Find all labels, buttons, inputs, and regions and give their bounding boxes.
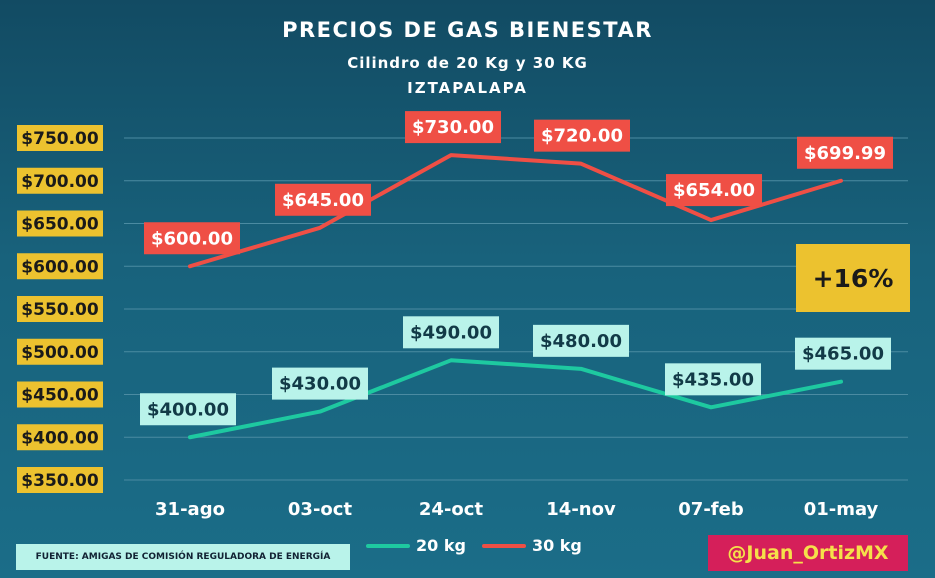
legend-item-20kg: 20 kg bbox=[366, 536, 466, 555]
data-label: $654.00 bbox=[673, 180, 755, 201]
y-tick-label: $450.00 bbox=[21, 386, 99, 406]
y-tick-label-bg bbox=[17, 381, 103, 408]
chart-title: PRECIOS DE GAS BIENESTAR bbox=[282, 18, 653, 42]
data-label-bg bbox=[140, 393, 236, 426]
data-label-bg bbox=[275, 183, 371, 216]
data-label: $720.00 bbox=[541, 126, 623, 147]
y-tick-label: $400.00 bbox=[21, 428, 99, 448]
data-label-bg bbox=[795, 337, 891, 370]
y-tick-label-bg bbox=[17, 125, 103, 151]
y-tick-label-bg bbox=[17, 296, 103, 322]
data-label: $645.00 bbox=[282, 190, 364, 211]
source-note: FUENTE: AMIGAS DE COMISIÓN REGULADORA DE… bbox=[16, 544, 350, 570]
y-tick-label-bg bbox=[17, 167, 103, 194]
data-label-bg bbox=[666, 174, 762, 207]
data-label: $400.00 bbox=[147, 399, 229, 420]
legend-item-30kg: 30 kg bbox=[481, 536, 582, 555]
data-label: $730.00 bbox=[412, 117, 494, 138]
y-tick-label: $650.00 bbox=[21, 215, 99, 235]
data-label-bg bbox=[272, 367, 368, 400]
data-label: $699.99 bbox=[804, 143, 886, 164]
x-tick-label: 14-nov bbox=[546, 499, 616, 520]
legend-label-20kg: 20 kg bbox=[416, 536, 466, 555]
data-label-bg bbox=[533, 324, 629, 357]
y-tick-label: $550.00 bbox=[21, 300, 99, 320]
y-tick-label: $600.00 bbox=[21, 257, 99, 277]
chart-location: IZTAPALAPA bbox=[407, 79, 528, 97]
increase-badge: +16% bbox=[796, 244, 910, 312]
legend-swatch-20kg bbox=[366, 543, 410, 548]
y-tick-label: $500.00 bbox=[21, 343, 99, 363]
x-tick-label: 31-ago bbox=[155, 499, 225, 520]
y-tick-label: $350.00 bbox=[21, 471, 99, 491]
chart-subtitle: Cilindro de 20 Kg y 30 KG bbox=[347, 54, 588, 72]
y-tick-label-bg bbox=[17, 467, 103, 493]
data-label: $465.00 bbox=[802, 344, 884, 365]
data-label: $430.00 bbox=[279, 374, 361, 395]
y-tick-label-bg bbox=[17, 253, 103, 280]
x-tick-label: 07-feb bbox=[678, 499, 744, 520]
x-tick-label: 03-oct bbox=[288, 499, 353, 520]
legend-label-30kg: 30 kg bbox=[531, 536, 582, 555]
x-tick-label: 01-may bbox=[804, 499, 879, 520]
data-label-bg bbox=[403, 316, 499, 349]
data-label-bg bbox=[797, 136, 893, 169]
author-handle: @Juan_OrtizMX bbox=[708, 535, 908, 571]
data-label-bg bbox=[405, 111, 501, 144]
data-label: $490.00 bbox=[410, 322, 492, 343]
series-line-30kg bbox=[188, 153, 843, 269]
y-tick-label: $700.00 bbox=[21, 172, 99, 192]
data-label-bg bbox=[534, 119, 630, 152]
series-line-20kg bbox=[188, 358, 843, 440]
data-label-bg bbox=[665, 363, 761, 396]
legend-swatch-30kg bbox=[481, 543, 526, 548]
x-tick-label: 24-oct bbox=[419, 499, 484, 520]
chart-legend: 20 kg 30 kg bbox=[366, 536, 598, 555]
y-tick-label-bg bbox=[17, 210, 103, 237]
data-label: $480.00 bbox=[540, 331, 622, 352]
y-tick-label-bg bbox=[17, 424, 103, 451]
y-tick-label-bg bbox=[17, 338, 103, 365]
y-tick-label: $750.00 bbox=[21, 129, 99, 149]
data-label: $600.00 bbox=[151, 228, 233, 249]
data-label-bg bbox=[144, 222, 240, 255]
data-label: $435.00 bbox=[672, 369, 754, 390]
